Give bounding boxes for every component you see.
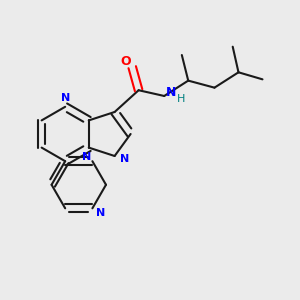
Text: N: N [96, 208, 105, 218]
Text: N: N [61, 93, 70, 103]
Text: N: N [82, 152, 91, 162]
Text: N: N [166, 85, 176, 99]
Text: N: N [120, 154, 129, 164]
Text: H: H [177, 94, 185, 104]
Text: O: O [121, 55, 131, 68]
